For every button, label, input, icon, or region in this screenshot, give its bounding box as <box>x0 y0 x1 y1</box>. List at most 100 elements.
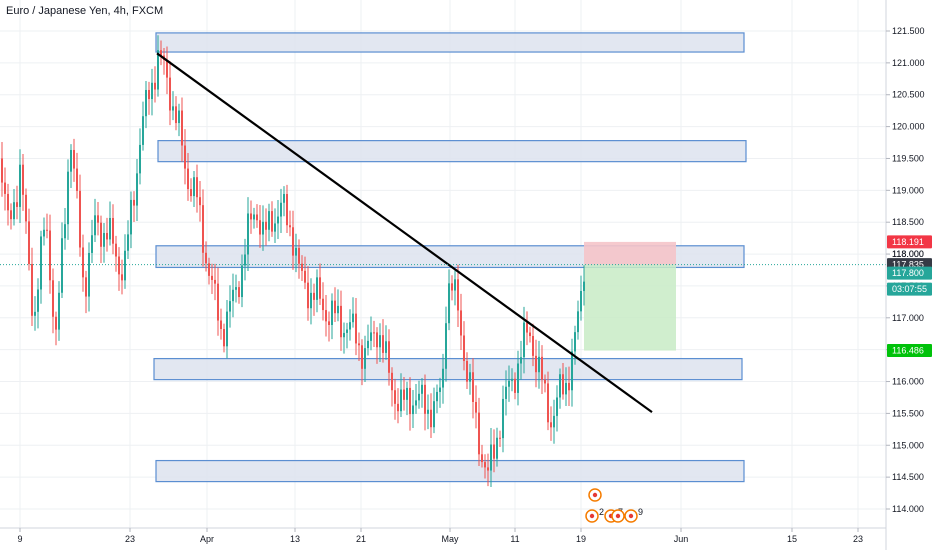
candle-body <box>142 116 144 145</box>
candle-body <box>436 391 438 402</box>
candle-body <box>397 403 399 412</box>
candle-body <box>136 173 138 206</box>
candle-body <box>511 378 513 381</box>
candle-body <box>490 444 492 471</box>
candle-body <box>361 345 363 369</box>
candle-body <box>199 197 201 206</box>
candle-body <box>319 277 321 299</box>
candle-body <box>247 213 249 255</box>
candle-body <box>85 277 87 297</box>
candle-body <box>259 220 261 235</box>
candle-body <box>10 210 12 220</box>
support-resistance-zone[interactable] <box>155 459 745 483</box>
price-axis-label: 114.000 <box>892 504 924 514</box>
candle-body <box>22 164 24 195</box>
candle-body <box>46 229 48 231</box>
candle-body <box>88 252 90 297</box>
candle-body <box>370 332 372 341</box>
descending-trendline[interactable] <box>156 52 653 414</box>
event-marker-dot <box>628 513 634 519</box>
candle-body <box>250 213 252 220</box>
candle-body <box>373 332 375 334</box>
candle-body <box>175 106 177 124</box>
candle-body <box>322 298 324 311</box>
candle-body <box>100 222 102 247</box>
candle-body <box>382 335 384 353</box>
candle-body <box>70 149 72 172</box>
candle-body <box>40 236 42 290</box>
candle-body <box>196 177 198 198</box>
candle-body <box>265 221 267 230</box>
candle-body <box>478 412 480 455</box>
candle-body <box>67 171 69 225</box>
candle-body <box>166 60 168 78</box>
candle-body <box>43 229 45 237</box>
trendline[interactable] <box>156 52 653 414</box>
candle-body <box>160 50 162 56</box>
support-resistance-zone[interactable] <box>157 140 747 163</box>
price-tag <box>887 235 932 249</box>
candle-body <box>418 393 420 401</box>
candle-body <box>475 401 477 413</box>
candle-body <box>424 384 426 414</box>
candle-body <box>73 149 75 169</box>
candle-body <box>286 194 288 226</box>
candle-body <box>451 283 453 291</box>
price-axis-label: 116.000 <box>892 377 924 387</box>
candle-body <box>502 398 504 439</box>
candle-body <box>394 390 396 404</box>
candle-body <box>301 263 303 271</box>
candle-body <box>313 292 315 300</box>
candle-body <box>79 190 81 248</box>
candle-body <box>526 322 528 333</box>
event-marker-dot <box>589 513 595 519</box>
price-axis-label: 119.000 <box>892 185 924 195</box>
candle-body <box>469 372 471 382</box>
price-axis-label: 120.000 <box>892 122 925 132</box>
time-axis-label: May <box>441 534 459 544</box>
stop-loss-area[interactable] <box>584 241 676 265</box>
price-axis-label: 119.500 <box>892 153 924 163</box>
candle-body <box>352 313 354 323</box>
candle-body <box>556 397 558 416</box>
take-profit-area[interactable] <box>584 264 676 351</box>
time-axis-label: 11 <box>510 534 519 544</box>
candle-body <box>292 227 294 256</box>
candle-body <box>172 106 174 111</box>
candle-body <box>76 168 78 191</box>
candle-body <box>283 194 285 203</box>
candle-body <box>535 355 537 373</box>
candle-body <box>412 405 414 415</box>
price-axis-label: 114.500 <box>892 472 924 482</box>
candle-body <box>481 454 483 463</box>
price-tag-label: 117.800 <box>892 268 924 278</box>
candle-body <box>355 313 357 344</box>
candle-body <box>340 305 342 338</box>
candle-body <box>4 182 6 194</box>
time-axis[interactable]: 9 23 Apr 13 21 May 11 19 Jun 15 23 <box>17 528 863 544</box>
time-axis-label: 19 <box>576 534 586 544</box>
candle-body <box>25 194 27 222</box>
candle-body <box>529 332 531 336</box>
candle-body <box>55 316 57 330</box>
candle-body <box>223 329 225 347</box>
candle-body <box>226 311 228 347</box>
price-axis-label: 118.500 <box>892 217 924 227</box>
price-tag <box>887 266 932 280</box>
candle-body <box>244 254 246 266</box>
price-axis-label: 115.000 <box>892 440 924 450</box>
candle-body <box>16 202 18 207</box>
event-marker-dot <box>592 492 598 498</box>
support-resistance-zone[interactable] <box>155 32 745 53</box>
candle-body <box>457 279 459 311</box>
candle-body <box>562 374 564 395</box>
time-axis-label: Jun <box>674 534 689 544</box>
event-markers[interactable]: 279 <box>585 488 643 523</box>
price-tag-label: 03:07:55 <box>892 284 927 294</box>
candle-body <box>541 356 543 380</box>
candle-body <box>268 211 270 230</box>
candle-body <box>118 256 120 275</box>
short-position-tool[interactable] <box>584 241 676 351</box>
support-resistance-zone[interactable] <box>153 357 743 381</box>
